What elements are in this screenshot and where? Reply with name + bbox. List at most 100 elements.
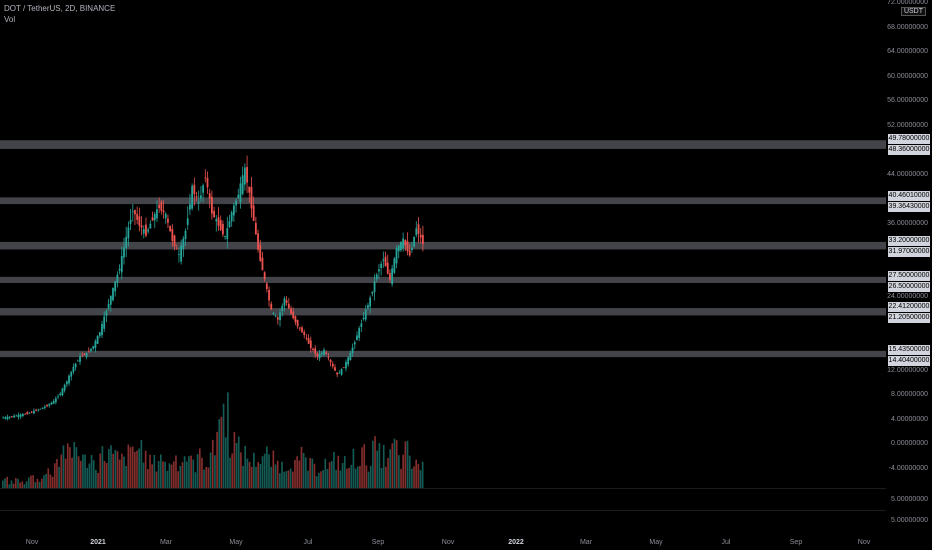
volume-bar [170,464,173,488]
candle-body [334,367,336,371]
volume-bar [343,456,346,488]
volume-bar [257,461,260,488]
volume-bar [71,457,73,488]
candle-body [63,384,66,391]
level-zone[interactable] [0,241,886,250]
volume-bar [75,447,78,488]
candle-body [72,366,75,372]
candle-body [213,211,215,217]
price-tick-label: 60.00000000 [887,72,928,80]
volume-bar [53,463,56,488]
volume-bar [229,457,231,488]
candle-body [345,362,347,369]
volume-bar [289,468,292,488]
candle-body [197,201,200,204]
volume-bar [237,436,240,488]
volume-indicator-label[interactable]: Vol [4,15,16,24]
candle-body [193,184,196,195]
candle-body [57,396,59,398]
candle-body [211,196,213,214]
level-zone[interactable] [0,140,886,149]
volume-bar [27,477,30,488]
candle-body [32,410,35,414]
volume-bar [270,466,273,488]
candle-body [94,340,97,348]
pane-separator[interactable] [0,510,886,511]
volume-bar [207,467,210,488]
candle-body [39,408,42,410]
candle-body [43,406,46,408]
level-zone[interactable] [0,308,886,316]
volume-bar [341,462,344,488]
currency-badge[interactable]: USDT [900,7,926,16]
volume-bar [261,456,264,488]
candle-body [364,309,367,320]
volume-bar [192,459,195,488]
candle-body [406,241,409,252]
volume-bar [88,463,91,488]
volume-bar [346,468,348,488]
volume-bar [144,450,147,488]
volume-bar [326,468,329,488]
volume-bar [276,460,279,488]
pane-separator[interactable] [0,488,886,489]
volume-bar [183,456,186,488]
price-axis[interactable]: USDT 72.00000000 68.00000000 64.00000000 60… [886,0,932,550]
candle-body [373,281,376,293]
candle-body [296,319,299,327]
volume-bar [281,461,283,488]
candle-body [114,281,117,292]
time-axis-label: 2022 [508,539,524,546]
symbol-title[interactable]: DOT / TetherUS, 2D, BINANCE [4,4,116,13]
candle-body [158,204,161,209]
volume-bar [227,392,229,488]
volume-bar [90,455,93,488]
level-price-label: 33.20000000 [888,235,930,246]
candle-body [54,398,57,403]
volume-bar [287,470,290,488]
volume-bar [194,472,197,488]
candle-body [19,414,22,417]
candle-body [254,222,257,235]
volume-bar [363,444,366,488]
volume-bar [140,439,143,488]
candle-body [10,416,13,418]
volume-bar [34,482,37,488]
volume-bar [235,443,238,488]
volume-pane-tick-label: 5.00000000 [891,496,928,503]
candle-body [342,367,345,369]
candle-body [252,205,255,221]
candle-body [182,238,185,250]
level-zone[interactable] [0,350,886,358]
candle-body [129,219,132,224]
volume-bar [116,451,119,488]
volume-bar [376,450,379,488]
volume-bar [304,457,307,488]
candle-body [274,315,277,317]
candle-body [167,218,169,223]
candle-body [327,356,330,358]
price-tick-label: 24.00000000 [887,293,928,301]
volume-bar [255,466,257,488]
candle-body [59,393,62,396]
level-zone[interactable] [0,197,886,205]
volume-bar [64,458,67,488]
candle-body [395,248,398,264]
candle-body [367,305,369,308]
volume-bar [413,466,415,488]
candle-body [400,241,402,251]
volume-bar [17,478,19,488]
volume-bar [25,481,28,488]
volume-bar [45,473,47,488]
volume-bar [201,457,203,488]
volume-bar [404,441,407,488]
level-zone[interactable] [0,276,886,283]
volume-bar [421,461,424,488]
volume-bar [315,476,318,488]
candle-body [79,356,81,362]
volume-bar [216,431,218,488]
volume-bar [40,478,43,488]
candle-body [413,236,416,247]
volume-bar [300,446,303,488]
